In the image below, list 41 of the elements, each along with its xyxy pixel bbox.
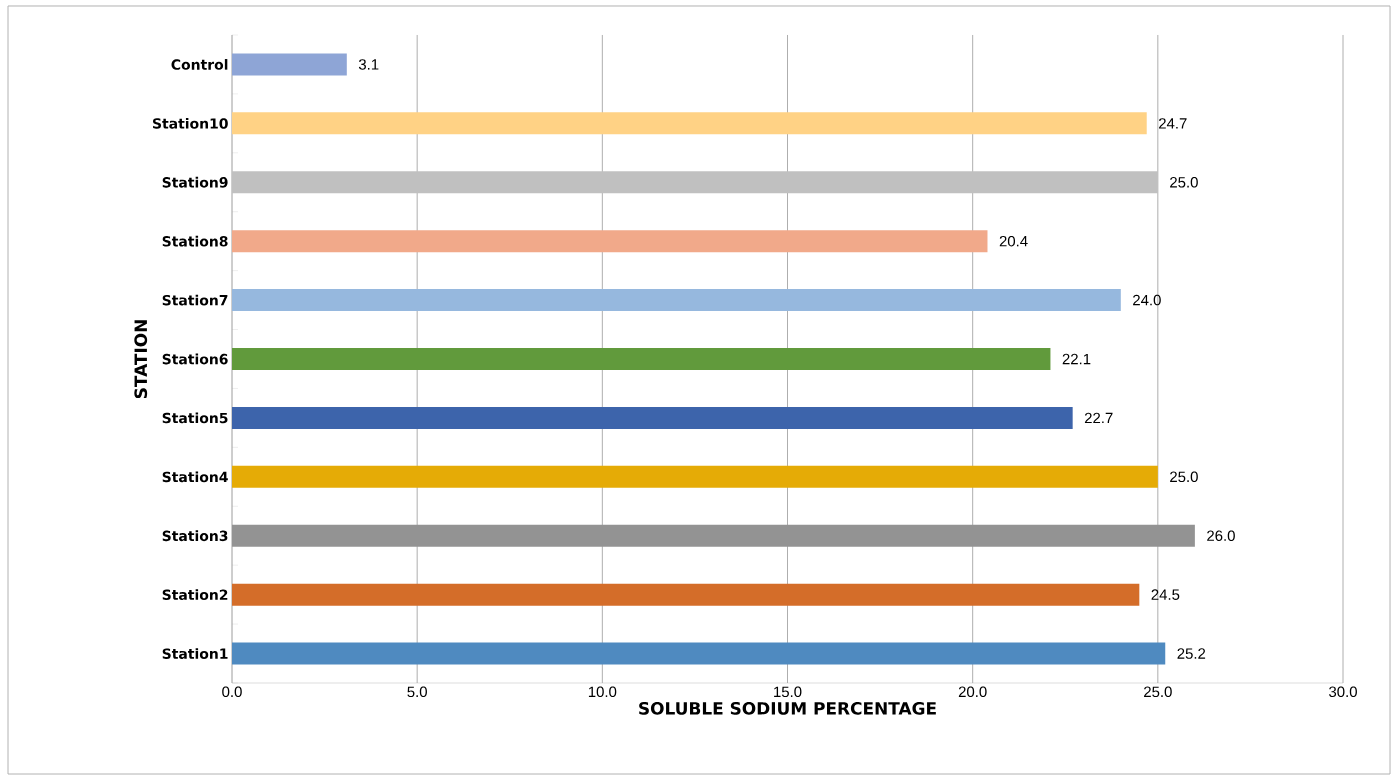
- data-label: 25.0: [1170, 471, 1198, 483]
- x-tick-label: 15.0: [774, 686, 802, 698]
- y-tick-label: Station5: [162, 412, 228, 424]
- bar: [232, 171, 1158, 194]
- bar: [232, 465, 1158, 488]
- data-label: 20.4: [999, 235, 1028, 247]
- bar: [232, 583, 1140, 606]
- bar: [232, 112, 1147, 135]
- data-label: 24.7: [1159, 118, 1187, 129]
- x-tick-label: 10.0: [588, 686, 617, 698]
- data-label: 24.0: [1133, 294, 1161, 306]
- data-label: 22.7: [1084, 412, 1113, 424]
- x-tick-label: 20.0: [958, 686, 987, 698]
- bar: [232, 642, 1166, 665]
- bar: [232, 230, 988, 253]
- y-tick-label: Station7: [162, 294, 228, 306]
- x-tick-label: 5.0: [407, 686, 427, 698]
- y-tick-label: Station9: [162, 176, 228, 188]
- y-tick-label: Station4: [162, 471, 228, 483]
- bar: [232, 289, 1121, 312]
- data-label: 22.1: [1062, 353, 1091, 365]
- bar: [232, 53, 347, 76]
- y-axis-title: STATION: [134, 320, 148, 399]
- y-tick-label: Control: [171, 59, 228, 70]
- x-tick-label: 25.0: [1144, 686, 1172, 698]
- data-label: 26.0: [1207, 530, 1235, 542]
- bar: [232, 348, 1051, 370]
- y-tick-label: Station2: [162, 589, 228, 601]
- data-label: 25.2: [1177, 648, 1206, 659]
- y-tick-label: Station10: [152, 117, 228, 129]
- data-label: 24.5: [1151, 589, 1180, 600]
- y-tick-label: Station3: [162, 530, 228, 542]
- bar: [232, 406, 1073, 429]
- x-tick-label: 30.0: [1329, 686, 1357, 698]
- x-tick-label: 0.0: [222, 686, 242, 698]
- data-label: 25.0: [1170, 176, 1198, 188]
- y-tick-label: Station8: [162, 235, 228, 247]
- y-tick-label: Station1: [162, 648, 228, 659]
- y-tick-label: Station6: [162, 353, 228, 365]
- x-axis-title: SOLUBLE SODIUM PERCENTAGE: [639, 701, 936, 715]
- data-label: 3.1: [358, 59, 379, 70]
